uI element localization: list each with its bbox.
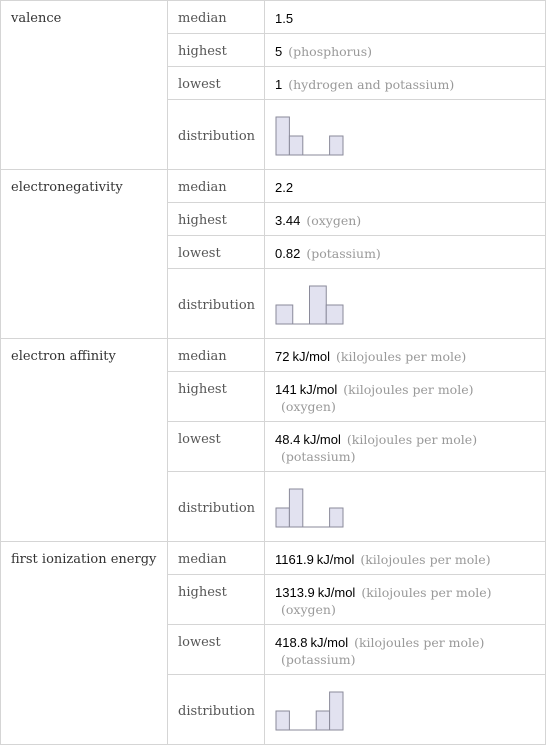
note: (potassium) [281, 449, 356, 464]
distribution-cell [264, 268, 546, 339]
histogram [275, 488, 344, 528]
histogram [275, 691, 344, 731]
value-cell: 2.2 [264, 169, 546, 203]
value: 1313.9 [275, 585, 315, 600]
note: (oxygen) [281, 399, 336, 414]
value: 418.8 [275, 635, 308, 650]
row-label: distribution [167, 99, 265, 170]
row-label: distribution [167, 268, 265, 339]
row-label: distribution [167, 471, 265, 542]
row: distribution [1, 268, 546, 339]
value: 3.44 [275, 213, 301, 228]
unit: kJ/mol [299, 382, 338, 397]
note: (kilojoules per mole) [354, 635, 485, 650]
value: 1.5 [275, 11, 294, 26]
unit: kJ/mol [310, 635, 349, 650]
value-cell: 3.44 (oxygen) [264, 202, 546, 236]
value-cell: 1161.9 kJ/mol (kilojoules per mole) [264, 541, 546, 575]
value: 141 [275, 382, 297, 397]
row-label: median [167, 541, 265, 575]
value: 5 [275, 44, 283, 59]
histogram-bar [275, 304, 294, 325]
row: distribution [1, 99, 546, 170]
note: (kilojoules per mole) [360, 552, 491, 567]
unit: kJ/mol [303, 432, 341, 447]
histogram-bar [329, 507, 344, 528]
row-label: median [167, 0, 265, 34]
note: (oxygen) [306, 213, 362, 228]
note: (kilojoules per mole) [336, 349, 467, 364]
row: highest 141 kJ/mol (kilojoules per mole) (ox… [1, 371, 546, 422]
row: lowest 1 (hydrogen and potassium) [1, 66, 546, 100]
note: (kilojoules per mole) [346, 432, 478, 447]
property-name: electron affinity [0, 338, 168, 542]
value-cell: 48.4 kJ/mol (kilojoules per mole) (potassiu… [264, 421, 546, 472]
row: valence median 1.5 [0, 0, 546, 170]
row-label: median [167, 169, 265, 203]
distribution-cell [264, 99, 546, 170]
property-name: electronegativity [0, 169, 168, 339]
value-cell: 72 kJ/mol (kilojoules per mole) [264, 338, 546, 372]
value-cell: 0.82 (potassium) [264, 235, 546, 269]
histogram [275, 285, 344, 325]
row: first ionization energy median 1161.9 kJ/mo… [0, 541, 546, 745]
row: electron affinity median 72 kJ/mol (kilojoul… [0, 338, 546, 542]
row-label: lowest [167, 66, 265, 100]
note: (hydrogen and potassium) [288, 77, 455, 92]
unit: kJ/mol [317, 585, 356, 600]
histogram-bar [329, 135, 344, 156]
note: (oxygen) [281, 602, 336, 617]
value: 1 [275, 77, 283, 92]
value-cell: 141 kJ/mol (kilojoules per mole) (oxygen) [264, 371, 546, 422]
value-cell: 1 (hydrogen and potassium) [264, 66, 546, 100]
row: highest 3.44 (oxygen) [1, 202, 546, 236]
row: highest 5 (phosphorus) [1, 33, 546, 67]
unit: kJ/mol [316, 552, 355, 567]
note: (phosphorus) [288, 44, 372, 59]
unit: kJ/mol [292, 349, 331, 364]
row-label: highest [167, 574, 265, 625]
row-label: distribution [167, 674, 265, 745]
value-cell: 418.8 kJ/mol (kilojoules per mole) (potassi… [264, 624, 546, 675]
row: distribution [1, 471, 546, 542]
histogram-bar [329, 691, 344, 731]
note: (kilojoules per mole) [343, 382, 474, 397]
value: 48.4 [275, 432, 301, 447]
histogram-bar [288, 488, 304, 528]
row-label: highest [167, 202, 265, 236]
value: 72 [275, 349, 290, 364]
row-label: lowest [167, 421, 265, 472]
row-label: median [167, 338, 265, 372]
row-label: highest [167, 33, 265, 67]
value-cell: 1.5 [264, 0, 546, 34]
row-label: lowest [167, 624, 265, 675]
note: (kilojoules per mole) [361, 585, 492, 600]
histogram-bar [325, 304, 344, 325]
row-label: lowest [167, 235, 265, 269]
value: 1161.9 [275, 552, 314, 567]
histogram-bar [275, 710, 290, 731]
value: 2.2 [275, 180, 294, 195]
property-name: valence [0, 0, 168, 170]
value-cell: 1313.9 kJ/mol (kilojoules per mole) (oxygen… [264, 574, 546, 625]
row: electronegativity median 2.2 [0, 169, 546, 339]
property-name: first ionization energy [0, 541, 168, 745]
row-label: highest [167, 371, 265, 422]
note: (potassium) [281, 652, 356, 667]
histogram-bar [315, 710, 331, 731]
distribution-cell [264, 471, 546, 542]
row: lowest 0.82 (potassium) [1, 235, 546, 269]
distribution-cell [264, 674, 546, 745]
value-cell: 5 (phosphorus) [264, 33, 546, 67]
histogram-bar [275, 116, 290, 156]
histogram-bar [275, 507, 290, 528]
histogram-bar [288, 135, 304, 156]
note: (potassium) [306, 246, 381, 261]
histogram-bar [309, 285, 327, 325]
row: lowest 48.4 kJ/mol (kilojoules per mole) (po… [1, 421, 546, 472]
value: 0.82 [275, 246, 301, 261]
histogram [275, 116, 344, 156]
